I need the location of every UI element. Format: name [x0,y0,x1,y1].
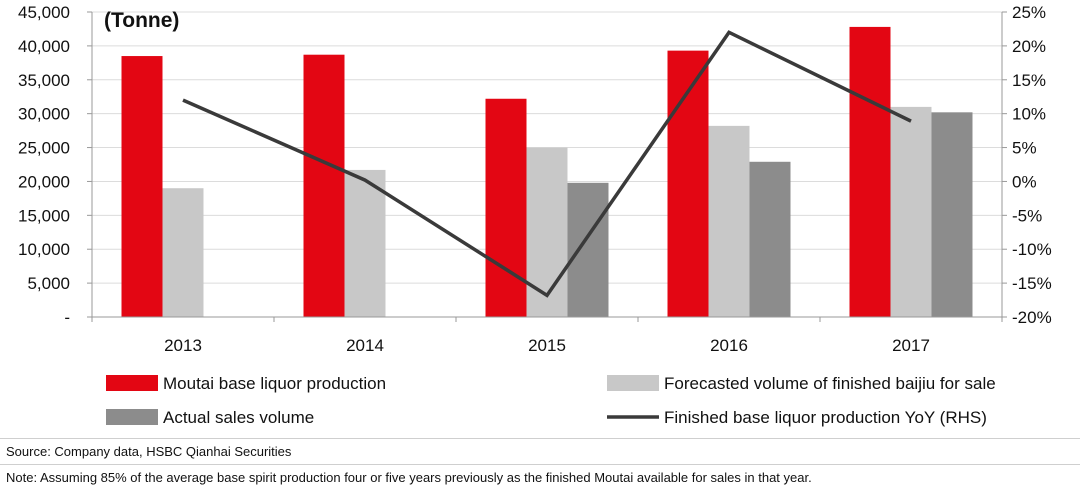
x-tick-label: 2016 [710,336,748,355]
right-tick-label: -10% [1012,240,1052,259]
legend: Moutai base liquor production Forecasted … [106,374,996,427]
right-tick-label: 10% [1012,105,1046,124]
legend-swatch [106,375,158,391]
legend-label: Moutai base liquor production [163,374,386,393]
left-tick-label: 45,000 [18,3,70,22]
left-tick-label: - [64,308,70,327]
bar-actual-sales-volume [749,161,791,317]
bar-moutai-base-liquor-production [121,56,163,318]
bar-forecasted-volume-of-finished-baijiu-for-sale [890,106,932,317]
right-tick-label: -15% [1012,274,1052,293]
bar-forecasted-volume-of-finished-baijiu-for-sale [708,125,750,317]
right-tick-label: 15% [1012,71,1046,90]
legend-label: Finished base liquor production YoY (RHS… [664,408,987,427]
right-tick-label: -20% [1012,308,1052,327]
legend-label: Forecasted volume of finished baijiu for… [664,374,996,393]
x-tick-label: 2017 [892,336,930,355]
right-tick-label: -5% [1012,206,1042,225]
bar-moutai-base-liquor-production [667,50,709,318]
x-tick-label: 2014 [346,336,384,355]
axes: - 5,000 10,000 15,000 20,000 25,000 30,000 35,0… [18,3,1052,355]
bar-forecasted-volume-of-finished-baijiu-for-sale [526,147,568,317]
bar-moutai-base-liquor-production [303,54,345,317]
right-tick-label: 25% [1012,3,1046,22]
right-tick-label: 5% [1012,139,1037,158]
left-tick-label: 30,000 [18,105,70,124]
legend-swatch [607,375,659,391]
right-tick-label: 0% [1012,172,1037,191]
x-tick-label: 2015 [528,336,566,355]
left-tick-label: 10,000 [18,240,70,259]
unit-label: (Tonne) [104,9,179,32]
bar-moutai-base-liquor-production [485,98,527,317]
left-tick-label: 20,000 [18,172,70,191]
footnote: Note: Assuming 85% of the average base s… [6,470,812,485]
x-tick-label: 2013 [164,336,202,355]
bar-forecasted-volume-of-finished-baijiu-for-sale [162,188,204,317]
bar-actual-sales-volume [567,182,609,317]
footer-separator [0,464,1080,465]
left-tick-label: 5,000 [27,274,70,293]
left-tick-label: 25,000 [18,139,70,158]
footer-separator [0,438,1080,439]
bar-actual-sales-volume [931,112,973,317]
legend-label: Actual sales volume [163,408,314,427]
legend-swatch [106,409,158,425]
left-tick-label: 35,000 [18,71,70,90]
bar-forecasted-volume-of-finished-baijiu-for-sale [344,169,386,317]
yoy-line [182,30,912,298]
bar-moutai-base-liquor-production [849,26,891,318]
bars [121,26,973,318]
left-tick-label: 15,000 [18,206,70,225]
source-note: Source: Company data, HSBC Qianhai Secur… [6,444,292,459]
right-tick-label: 20% [1012,37,1046,56]
left-tick-label: 40,000 [18,37,70,56]
